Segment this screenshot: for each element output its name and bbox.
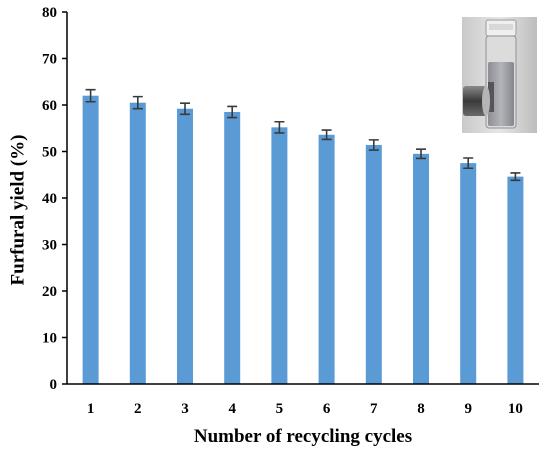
error-bar-cycle-3 <box>180 102 190 116</box>
y-tick-label: 80 <box>42 5 57 21</box>
y-axis-ticks: 0 10 20 30 40 50 60 70 80 <box>42 5 67 393</box>
bars <box>82 88 524 385</box>
x-tick-label: 9 <box>464 401 472 417</box>
bar-cycle-4 <box>224 111 241 384</box>
x-axis-title: Number of recycling cycles <box>193 426 413 447</box>
bar-cycle-1 <box>82 95 99 384</box>
bar-cycle-6 <box>318 134 335 384</box>
bar-cycle-8 <box>413 153 429 384</box>
bar-cycle-5 <box>271 127 288 384</box>
x-axis-ticks: 1 2 3 4 5 6 7 8 9 10 <box>87 401 523 417</box>
x-tick-label: 4 <box>228 401 236 417</box>
y-tick-label: 10 <box>42 331 57 347</box>
error-bar-cycle-8 <box>416 148 426 160</box>
y-tick-label: 0 <box>50 377 58 393</box>
error-bar-cycle-9 <box>463 157 474 170</box>
y-tick-label: 60 <box>42 98 57 114</box>
x-tick-label: 1 <box>87 401 95 417</box>
bar-cycle-9 <box>460 163 477 384</box>
y-tick-label: 70 <box>42 52 57 68</box>
bar-cycle-3 <box>177 108 193 384</box>
x-tick-label: 8 <box>417 401 425 417</box>
x-tick-label: 6 <box>323 401 331 417</box>
error-bar-cycle-10 <box>510 172 521 182</box>
x-tick-label: 10 <box>508 401 523 417</box>
error-bar-cycle-6 <box>321 129 332 141</box>
error-bar-cycle-4 <box>227 105 238 119</box>
bar-cycle-2 <box>129 102 146 385</box>
x-tick-label: 3 <box>181 401 189 417</box>
y-tick-label: 30 <box>42 238 57 254</box>
bar-cycle-7 <box>365 144 382 384</box>
error-bar-cycle-2 <box>132 95 143 110</box>
error-bar-cycle-7 <box>368 139 379 151</box>
x-tick-label: 5 <box>276 401 284 417</box>
y-tick-label: 40 <box>42 191 57 207</box>
y-axis-title: Furfural yield (%) <box>7 134 28 286</box>
error-bar-cycle-1 <box>85 88 96 103</box>
y-tick-label: 20 <box>42 284 57 300</box>
x-tick-label: 7 <box>370 401 378 417</box>
x-tick-label: 2 <box>134 401 142 417</box>
inset-photo-vial-magnet-icon <box>462 17 537 133</box>
y-tick-label: 50 <box>42 145 57 161</box>
error-bar-cycle-5 <box>274 120 285 134</box>
bar-cycle-10 <box>507 176 524 384</box>
